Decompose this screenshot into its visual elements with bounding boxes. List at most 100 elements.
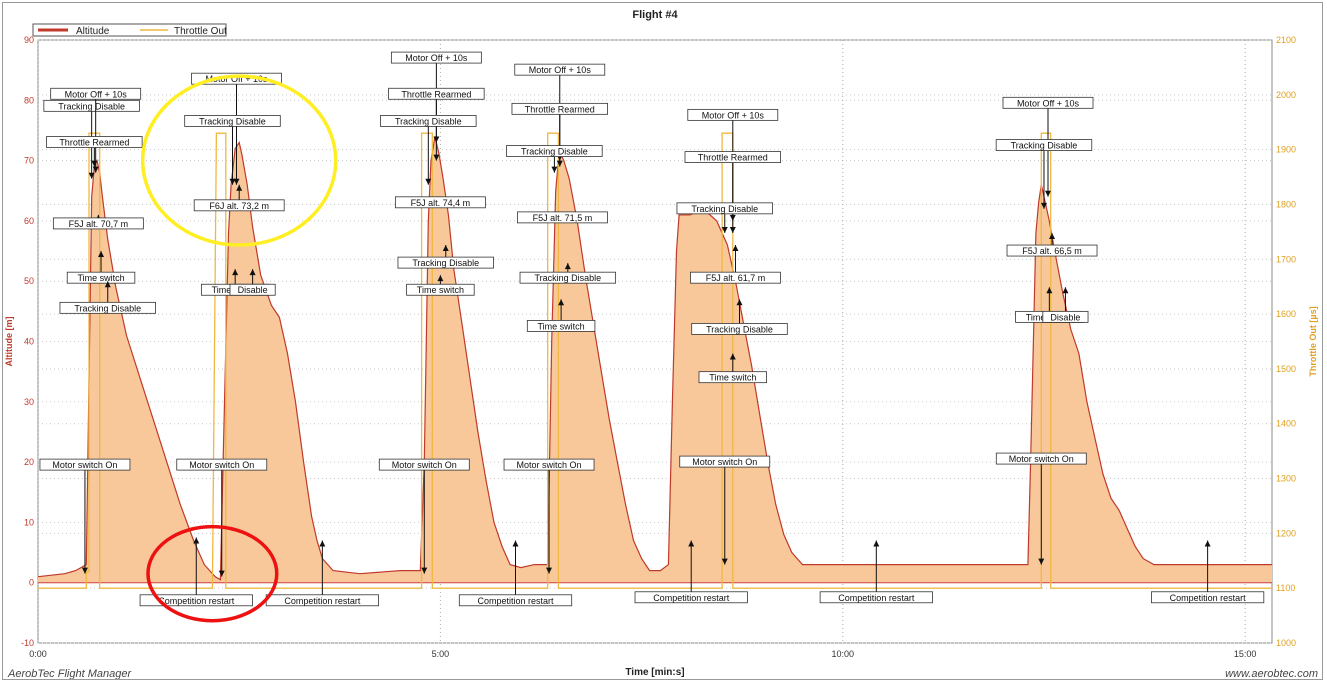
y-tick-label-left: 10 — [24, 517, 34, 527]
annotation-arrow — [1046, 287, 1053, 294]
annotation-label: Disable — [1050, 312, 1080, 322]
annotation-arrow — [558, 299, 565, 306]
annotation-box — [176, 458, 268, 471]
annotation-arrow — [1045, 190, 1052, 197]
annotation-arrow — [88, 172, 95, 179]
annotation-label: Tracking Disable — [691, 204, 758, 214]
annotation-box — [458, 594, 573, 607]
annotation-label: Competition restart — [838, 593, 915, 603]
annotation-box — [191, 72, 282, 85]
y-tick-label-right: 1900 — [1276, 145, 1296, 155]
annotation-label: Tracking Disable — [1011, 141, 1078, 151]
x-axis-title: Time [min:s] — [625, 667, 684, 678]
annotation-arrow — [1062, 287, 1069, 294]
x-tick-label: 15:00 — [1234, 649, 1257, 659]
annotation-arrow — [729, 226, 736, 233]
annotation-box — [506, 145, 603, 157]
annotation-box — [517, 211, 608, 224]
annotation-label: Throttle Rearmed — [525, 104, 595, 114]
y-tick-label-right: 1600 — [1276, 309, 1296, 319]
annotation-box — [388, 87, 485, 100]
annotation-arrow — [421, 567, 428, 574]
annotation-label: Competition restart — [653, 593, 730, 603]
annotation-box — [995, 452, 1087, 465]
annotation-box — [698, 371, 767, 384]
annotation-arrow — [1038, 558, 1045, 565]
annotation-arrow — [688, 540, 695, 547]
annotation-label: Motor switch On — [189, 460, 254, 470]
annotation-arrow — [1049, 232, 1056, 239]
annotation-label: Throttle Rearmed — [401, 89, 471, 99]
annotation-arrow — [92, 166, 99, 173]
annotation-label: Motor Off + 10s — [405, 53, 468, 63]
annotation-label: F5J alt. 71,5 m — [533, 213, 593, 223]
annotation-box — [378, 458, 470, 471]
y-tick-label-left: 40 — [24, 337, 34, 347]
y-tick-label-left: 80 — [24, 95, 34, 105]
annotation-box — [1006, 244, 1098, 257]
chart-title: Flight #4 — [632, 9, 678, 21]
y-tick-label-left: -10 — [21, 638, 34, 648]
annotation-arrow — [249, 269, 256, 276]
annotation-arrow — [442, 245, 449, 252]
annotation-arrow — [104, 281, 111, 288]
annotation-label: F5J alt. 66,5 m — [1022, 246, 1082, 256]
y-tick-label-left: 30 — [24, 397, 34, 407]
annotation-box — [50, 87, 142, 100]
annotation-label: Throttle Rearmed — [59, 138, 129, 148]
annotation-label: Time switch — [77, 273, 124, 283]
annotation-arrow — [91, 160, 98, 167]
annotation-box — [406, 283, 475, 296]
x-tick-label: 5:00 — [432, 649, 450, 659]
annotation-box — [1151, 591, 1265, 604]
footer-brand: AerobTec Flight Manager — [7, 668, 132, 680]
annotation-label: Motor Off + 10s — [1017, 98, 1080, 108]
annotation-arrow — [236, 184, 243, 191]
annotation-arrow — [233, 178, 240, 185]
annotation-arrow — [193, 537, 200, 544]
annotation-label: Tracking Disable — [412, 258, 479, 268]
annotation-label: Competition restart — [284, 596, 361, 606]
annotation-arrow — [564, 263, 571, 270]
y-tick-label-right: 1500 — [1276, 364, 1296, 374]
annotation-box — [1002, 96, 1094, 109]
annotation-box — [634, 591, 748, 604]
footer-url: www.aerobtec.com — [1225, 668, 1318, 680]
annotation-label: Competition restart — [1170, 593, 1247, 603]
annotation-box — [514, 63, 606, 76]
annotation-box — [690, 271, 781, 284]
highlight-ellipse — [146, 524, 279, 623]
annotation-box — [394, 196, 486, 209]
y-tick-label-left: 70 — [24, 156, 34, 166]
y-tick-label-left: 60 — [24, 216, 34, 226]
altitude-area — [38, 136, 1272, 583]
legend-box — [32, 23, 227, 37]
annotation-arrow — [425, 178, 432, 185]
annotation-box — [390, 51, 482, 64]
annotation-label: F6J alt. 73,2 m — [209, 201, 269, 211]
annotation-label: Tracking Disable — [199, 116, 266, 126]
legend-label-throttle: Throttle Out — [174, 26, 227, 37]
annotation-box — [676, 202, 773, 215]
annotation-box — [380, 115, 477, 127]
annotation-label: Motor switch On — [1009, 454, 1074, 464]
annotation-label: Tracking Disable — [521, 147, 588, 157]
annotation-label: Tracking Disable — [706, 324, 773, 334]
y-tick-label-right: 2100 — [1276, 35, 1296, 45]
annotation-arrow — [1204, 540, 1211, 547]
annotation-arrow — [546, 567, 553, 574]
annotation-arrow — [218, 570, 225, 577]
annotation-box — [519, 271, 617, 284]
annotation-box — [503, 458, 595, 471]
annotation-label: F5J alt. 61,7 m — [706, 273, 766, 283]
y-tick-label-right: 2000 — [1276, 90, 1296, 100]
annotation-label: Tracking Disable — [74, 303, 141, 313]
annotation-arrow — [721, 558, 728, 565]
annotation-arrow — [319, 540, 326, 547]
annotation-label: Motor switch On — [392, 460, 457, 470]
annotation-label: Motor switch On — [692, 457, 757, 467]
annotation-box — [59, 301, 156, 314]
annotation-label: Time switch — [709, 373, 756, 383]
annotation-label: Throttle Rearmed — [698, 153, 768, 163]
